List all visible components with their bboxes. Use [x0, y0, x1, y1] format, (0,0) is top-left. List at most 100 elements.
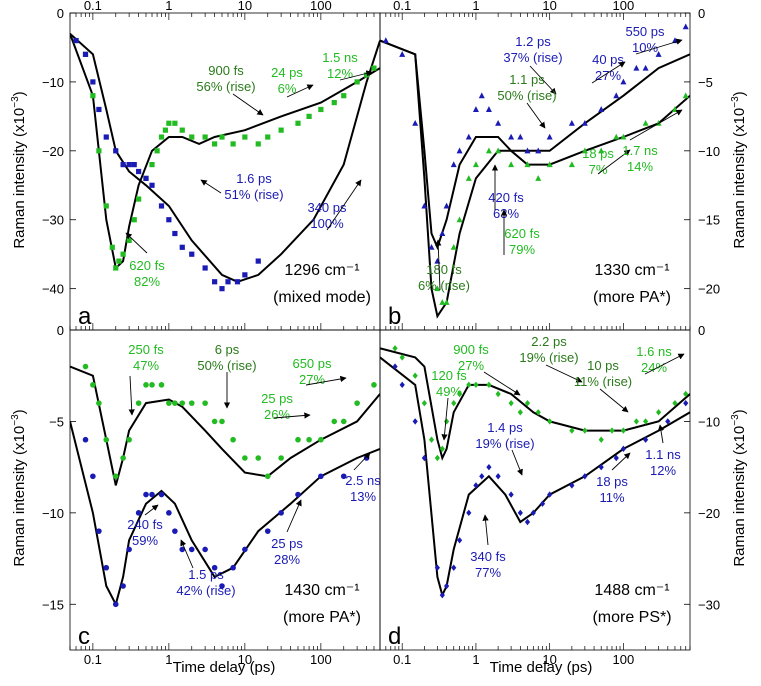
y-tick-label: −40	[42, 282, 64, 297]
annotation-arrow	[305, 375, 347, 386]
data-point	[264, 473, 271, 480]
series-green	[392, 345, 689, 462]
annotation-line: 27%	[299, 372, 325, 387]
y-tick-label: −5	[49, 414, 64, 429]
annotation-arrow	[657, 424, 665, 444]
annotation-label: 1.6 ns 24%	[636, 344, 672, 375]
annotation-arrow	[482, 514, 489, 546]
annotation-arrow	[435, 239, 442, 291]
annotation-arrow	[526, 102, 546, 129]
annotation-line: 1.5 ps	[188, 567, 224, 582]
fit-line-blue	[380, 39, 690, 251]
data-point	[143, 491, 149, 498]
data-point	[158, 382, 165, 388]
top-tick-label: 100	[310, 0, 332, 13]
data-point	[234, 279, 241, 285]
data-point	[318, 436, 324, 443]
annotation-line: 1.5 ns	[322, 50, 358, 65]
y-label-exp: −3	[730, 96, 741, 108]
data-point	[581, 147, 588, 154]
band-label: 1430 cm⁻¹	[284, 582, 359, 599]
data-point	[96, 106, 102, 113]
data-point	[172, 120, 178, 126]
data-point	[136, 196, 142, 202]
data-point	[443, 418, 450, 425]
annotation-line: 1.2 ps	[515, 34, 551, 49]
y-label-exp: −3	[730, 414, 741, 426]
annotation-line: 18 ps	[582, 146, 614, 161]
data-point	[318, 473, 324, 480]
annotation-label: 10 ps 11% (rise)	[574, 358, 632, 389]
data-point	[421, 399, 427, 407]
bottom-tick-label: 1	[165, 652, 172, 667]
data-point	[179, 400, 186, 406]
data-point	[643, 436, 649, 443]
data-point	[278, 455, 284, 461]
annotation-label: 2.2 ps 19% (rise)	[519, 334, 578, 365]
annotation-label: 420 fs 63%	[488, 190, 524, 221]
data-point	[135, 400, 142, 406]
data-point	[103, 134, 109, 140]
data-point	[354, 400, 360, 406]
annotation-arrow	[629, 109, 683, 141]
annotation-line: 1.4 ps	[487, 420, 523, 435]
annotation-label: 620 fs 82%	[129, 258, 165, 289]
annotation-arrow	[511, 449, 523, 476]
top-tick-label: 100	[613, 0, 635, 13]
data-point	[126, 436, 132, 443]
data-point	[569, 482, 575, 489]
y-axis-label-right-bottom: Raman intensity (x10−3)	[730, 409, 748, 566]
annotation-arrow	[644, 353, 685, 375]
y-axis-label-left-top: Raman intensity (x10−3)	[10, 91, 28, 248]
annotation-arrow	[180, 539, 194, 569]
bottom-tick-label: 0.1	[84, 652, 102, 667]
data-point	[179, 244, 185, 250]
data-point	[456, 147, 463, 154]
panel-letter: a	[78, 303, 92, 330]
data-point	[655, 409, 662, 416]
annotation-arrow	[441, 397, 449, 441]
data-point	[598, 147, 605, 154]
annotation-label: 40 ps 27%	[592, 52, 624, 83]
annotation-line: 900 fs	[208, 63, 244, 78]
data-point	[412, 119, 419, 126]
data-point	[485, 147, 492, 154]
data-point	[682, 23, 689, 30]
annotation-line: 650 ps	[292, 356, 332, 371]
annotation-label: 18 ps 7%	[582, 146, 614, 177]
top-tick-label: 1	[165, 0, 172, 13]
annotation-line: 420 fs	[488, 190, 524, 205]
annotation-label: 1.5 ps 42% (rise)	[176, 567, 235, 598]
data-point	[535, 147, 542, 154]
data-point	[473, 482, 479, 489]
annotation-label: 25 ps 26%	[261, 391, 293, 422]
annotation-line: 79%	[509, 242, 535, 257]
data-point	[149, 162, 155, 168]
data-point	[568, 119, 575, 126]
annotation-arrow	[545, 364, 583, 383]
data-point	[456, 390, 463, 398]
data-point	[109, 244, 115, 250]
y-tick-label: −30	[698, 597, 720, 612]
annotation-arrow	[286, 499, 302, 533]
data-point	[295, 491, 301, 498]
note-label: (mixed mode)	[273, 289, 371, 306]
annotation-line: 620 fs	[504, 226, 540, 241]
y-tick-label: −5	[698, 75, 713, 90]
data-point	[158, 203, 165, 209]
annotation-line: 7%	[589, 162, 608, 177]
annotation-label: 240 fs 59%	[127, 517, 163, 548]
data-point	[682, 92, 689, 99]
data-point	[202, 400, 208, 406]
y-tick-label: 0	[57, 6, 64, 21]
annotation-label: 1.1 ns 12%	[645, 447, 681, 478]
data-point	[508, 133, 515, 140]
data-point	[439, 591, 445, 599]
y-tick-label: −30	[42, 213, 64, 228]
data-point	[473, 381, 479, 389]
data-point	[354, 79, 360, 85]
data-point	[582, 473, 588, 480]
annotation-line: 25 ps	[261, 391, 293, 406]
